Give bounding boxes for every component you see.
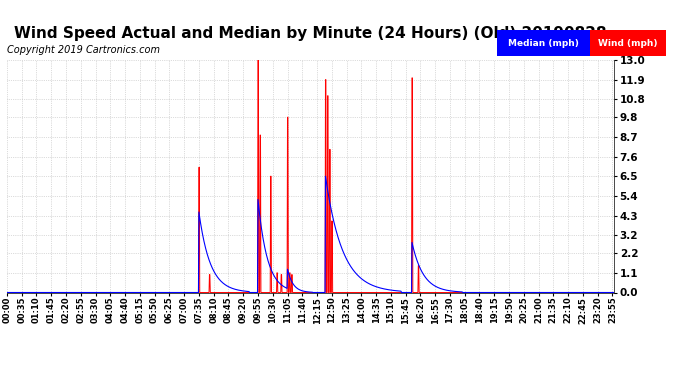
Text: Wind Speed Actual and Median by Minute (24 Hours) (Old) 20190828: Wind Speed Actual and Median by Minute (…	[14, 26, 607, 41]
Text: Median (mph): Median (mph)	[508, 39, 579, 48]
Text: Copyright 2019 Cartronics.com: Copyright 2019 Cartronics.com	[7, 45, 160, 55]
Text: Wind (mph): Wind (mph)	[598, 39, 658, 48]
